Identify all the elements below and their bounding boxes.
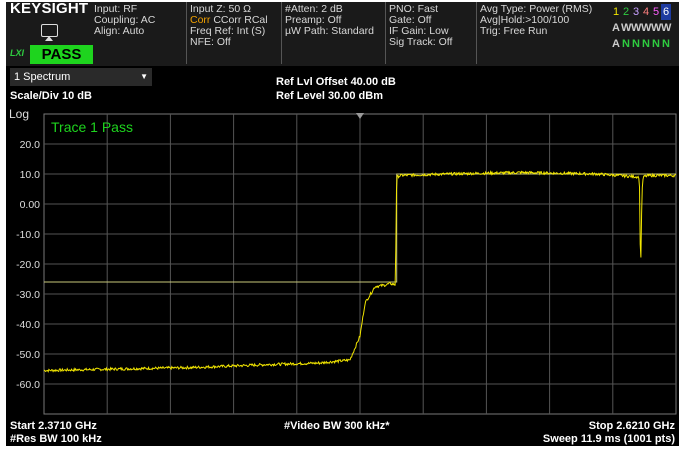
input-z-label: Input Z: 50 Ω xyxy=(190,3,251,15)
dropdown-arrow-icon: ▼ xyxy=(140,72,148,81)
pno-label: PNO: Fast xyxy=(389,3,439,15)
trace-mode-row: AWWWWW xyxy=(611,20,677,36)
corr-label: Corr CCorr RCal xyxy=(190,15,282,26)
trace-pass-label: Trace 1 Pass xyxy=(51,119,133,135)
scale-div-label: Scale/Div 10 dB xyxy=(10,90,92,102)
y-tick-label: 0.00 xyxy=(20,199,41,211)
pno-settings[interactable]: PNO: Fast Gate: Off IF Gain: Low Sig Tra… xyxy=(389,4,477,66)
input-settings[interactable]: Input: RF Coupling: AC Align: Auto xyxy=(94,4,186,66)
trace-number-1[interactable]: 1 xyxy=(612,6,620,18)
trace-detector-2: N xyxy=(622,38,630,50)
spectrum-plot[interactable]: Log 20.0 10.0 0.00 -10.0 -20.0 -30.0 -40.0 -50.0… xyxy=(6,106,679,416)
avg-type-label: Avg Type: Power (RMS) xyxy=(480,3,593,15)
screen-mirror-icon[interactable] xyxy=(41,24,58,41)
settings-header: KEYSIGHT LXI PASS Input: RF Coupling: AC… xyxy=(6,2,679,66)
ref-level: Ref Level 30.00 dBm xyxy=(276,90,383,102)
trace-number-2[interactable]: 2 xyxy=(622,6,630,18)
y-tick-label: 20.0 xyxy=(20,139,41,151)
y-tick-label: -20.0 xyxy=(16,259,40,271)
trace-mode-6: W xyxy=(661,22,672,34)
center-frequency-marker-icon xyxy=(356,113,364,119)
sig-track-label: Sig Track: Off xyxy=(389,36,453,48)
lxi-icon: LXI xyxy=(10,48,25,58)
corr-flag: Corr xyxy=(190,14,211,26)
input-z-settings[interactable]: Input Z: 50 Ω Corr CCorr RCal Freq Ref: … xyxy=(190,4,282,66)
trace-detector-1: A xyxy=(612,38,620,50)
preamp-label: Preamp: Off xyxy=(285,14,342,26)
spectrum-graticule[interactable]: Log 20.0 10.0 0.00 -10.0 -20.0 -30.0 -40.0 -50.0… xyxy=(6,106,679,416)
trace-number-4[interactable]: 4 xyxy=(642,6,650,18)
avg-settings[interactable]: Avg Type: Power (RMS) Avg|Hold:>100/100 … xyxy=(480,4,608,66)
atten-label: #Atten: 2 dB xyxy=(285,3,343,15)
gate-label: Gate: Off xyxy=(389,14,432,26)
align-label: Align: Auto xyxy=(94,25,145,37)
uw-path-label: µW Path: Standard xyxy=(285,25,374,37)
y-tick-label: 10.0 xyxy=(20,169,41,181)
trace-1-line xyxy=(43,170,677,373)
trace-mode-3: W xyxy=(631,22,642,34)
if-gain-label: IF Gain: Low xyxy=(389,25,449,37)
trace-number-6[interactable]: 6 xyxy=(661,4,671,20)
start-frequency[interactable]: Start 2.3710 GHz xyxy=(10,420,97,432)
sweep-footer: Start 2.3710 GHz #Res BW 100 kHz #Video … xyxy=(6,419,679,446)
limit-line xyxy=(44,173,676,283)
ref-level-offset: Ref Lvl Offset 40.00 dB xyxy=(276,76,396,88)
trig-label: Trig: Free Run xyxy=(480,25,548,37)
trace-detector-4: N xyxy=(642,38,650,50)
video-bw[interactable]: #Video BW 300 kHz* xyxy=(284,420,390,432)
pass-status-badge: PASS xyxy=(30,45,93,64)
brand-block: KEYSIGHT LXI PASS xyxy=(6,2,94,64)
trace-number-3[interactable]: 3 xyxy=(632,6,640,18)
y-tick-label: -50.0 xyxy=(16,349,40,361)
scale-type-label: Log xyxy=(9,107,29,121)
y-tick-label: -10.0 xyxy=(16,229,40,241)
brand-logo: KEYSIGHT xyxy=(10,2,89,17)
window-select-dropdown[interactable]: 1 Spectrum ▼ xyxy=(10,68,152,86)
analyzer-screen: KEYSIGHT LXI PASS Input: RF Coupling: AC… xyxy=(6,2,679,446)
coupling-label: Coupling: AC xyxy=(94,14,156,26)
window-subheader: 1 Spectrum ▼ Scale/Div 10 dB Ref Lvl Off… xyxy=(6,66,679,104)
trace-number-5[interactable]: 5 xyxy=(652,6,660,18)
trace-mode-4: W xyxy=(641,22,652,34)
sweep-time[interactable]: Sweep 11.9 ms (1001 pts) xyxy=(542,433,675,445)
trace-mode-2: W xyxy=(621,22,632,34)
y-tick-label: -30.0 xyxy=(16,289,40,301)
freq-ref-label: Freq Ref: Int (S) xyxy=(190,25,266,37)
stop-frequency[interactable]: Stop 2.6210 GHz xyxy=(588,420,675,432)
avg-hold-label: Avg|Hold:>100/100 xyxy=(480,14,570,26)
atten-settings[interactable]: #Atten: 2 dB Preamp: Off µW Path: Standa… xyxy=(285,4,385,66)
window-select-value: 1 Spectrum xyxy=(14,71,71,83)
res-bw[interactable]: #Res BW 100 kHz xyxy=(10,433,102,445)
trace-detector-3: N xyxy=(632,38,640,50)
trace-mode-5: W xyxy=(651,22,662,34)
input-label: Input: RF xyxy=(94,3,138,15)
trace-detector-5: N xyxy=(652,38,660,50)
corr-rest: CCorr RCal xyxy=(213,14,268,26)
trace-detector-6: N xyxy=(662,38,670,50)
y-tick-label: -40.0 xyxy=(16,319,40,331)
nfe-label: NFE: Off xyxy=(190,36,231,48)
trace-mode-1: A xyxy=(612,22,620,34)
y-tick-label: -60.0 xyxy=(16,379,40,391)
